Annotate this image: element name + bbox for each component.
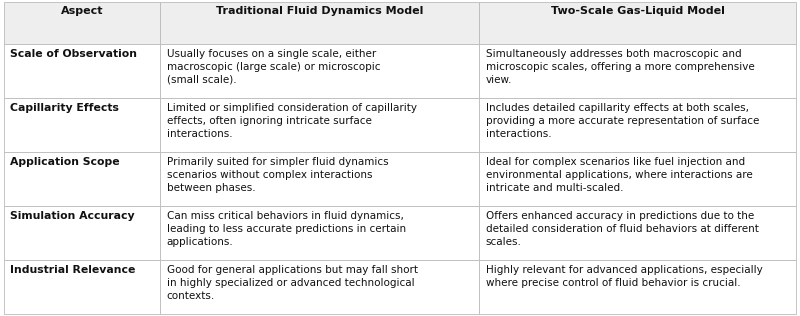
Text: Usually focuses on a single scale, either
macroscopic (large scale) or microscop: Usually focuses on a single scale, eithe…	[167, 49, 380, 85]
Bar	[161, 44, 479, 98]
Text: Ideal for complex scenarios like fuel injection and
environmental applications, : Ideal for complex scenarios like fuel in…	[486, 157, 752, 193]
Bar	[161, 260, 479, 314]
Bar	[479, 206, 796, 260]
Text: Simulation Accuracy: Simulation Accuracy	[10, 211, 135, 221]
Text: Good for general applications but may fall short
in highly specialized or advanc: Good for general applications but may fa…	[167, 265, 418, 301]
Bar	[161, 206, 479, 260]
Bar	[161, 152, 479, 206]
Text: Can miss critical behaviors in fluid dynamics,
leading to less accurate predicti: Can miss critical behaviors in fluid dyn…	[167, 211, 406, 247]
Bar	[479, 98, 796, 152]
Text: Scale of Observation: Scale of Observation	[10, 49, 138, 58]
Bar	[479, 2, 796, 44]
Text: Offers enhanced accuracy in predictions due to the
detailed consideration of flu: Offers enhanced accuracy in predictions …	[486, 211, 758, 247]
Bar	[479, 152, 796, 206]
Bar	[4, 2, 161, 44]
Text: Application Scope: Application Scope	[10, 157, 120, 167]
Bar	[161, 2, 479, 44]
Text: Simultaneously addresses both macroscopic and
microscopic scales, offering a mor: Simultaneously addresses both macroscopi…	[486, 49, 754, 85]
Text: Aspect: Aspect	[61, 6, 103, 16]
Bar	[4, 206, 161, 260]
Bar	[479, 260, 796, 314]
Bar	[4, 98, 161, 152]
Bar	[4, 44, 161, 98]
Text: Capillarity Effects: Capillarity Effects	[10, 103, 119, 113]
Text: Highly relevant for advanced applications, especially
where precise control of f: Highly relevant for advanced application…	[486, 265, 762, 288]
Bar	[479, 44, 796, 98]
Bar	[4, 152, 161, 206]
Text: Limited or simplified consideration of capillarity
effects, often ignoring intri: Limited or simplified consideration of c…	[167, 103, 417, 139]
Text: Traditional Fluid Dynamics Model: Traditional Fluid Dynamics Model	[216, 6, 423, 16]
Text: Industrial Relevance: Industrial Relevance	[10, 265, 136, 275]
Text: Includes detailed capillarity effects at both scales,
providing a more accurate : Includes detailed capillarity effects at…	[486, 103, 759, 139]
Text: Two-Scale Gas-Liquid Model: Two-Scale Gas-Liquid Model	[550, 6, 725, 16]
Text: Primarily suited for simpler fluid dynamics
scenarios without complex interactio: Primarily suited for simpler fluid dynam…	[167, 157, 389, 193]
Bar	[4, 260, 161, 314]
Bar	[161, 98, 479, 152]
